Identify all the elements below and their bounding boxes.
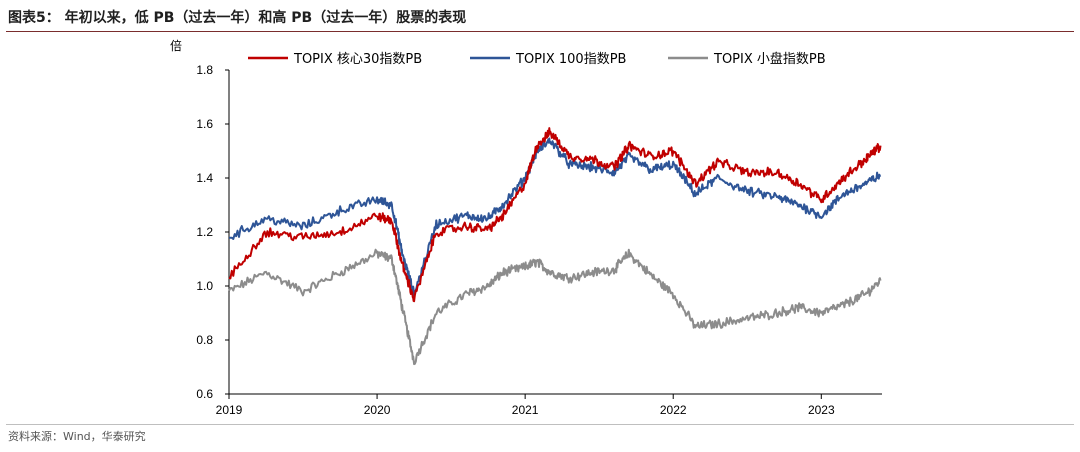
y-tick-label: 1.4 xyxy=(196,171,213,185)
y-tick-label: 1.2 xyxy=(196,225,213,239)
x-tick-label: 2020 xyxy=(364,403,391,417)
y-tick-label: 1.6 xyxy=(196,117,213,131)
source-note: 资料来源：Wind，华泰研究 xyxy=(8,430,146,443)
title-divider xyxy=(6,31,1074,32)
legend: TOPIX 核心30指数PB TOPIX 100指数PB TOPIX 小盘指数PB xyxy=(248,51,826,67)
series-layer xyxy=(228,127,882,366)
axes-layer: 倍 0.6 0.8 1.0 1.2 1.4 1.6 1.8 2019 2020 2021 2022 20… xyxy=(170,38,882,417)
series-line-2 xyxy=(228,248,882,366)
y-tick-label: 0.6 xyxy=(196,387,213,401)
y-axis-unit-label: 倍 xyxy=(170,38,182,53)
x-tick-label: 2023 xyxy=(808,403,835,417)
y-tick-label: 1.8 xyxy=(196,63,213,77)
series-line-1 xyxy=(229,137,882,297)
legend-label-0: TOPIX 核心30指数PB xyxy=(293,52,422,67)
legend-label-2: TOPIX 小盘指数PB xyxy=(713,51,826,67)
x-tick-label: 2021 xyxy=(512,403,539,417)
legend-label-1: TOPIX 100指数PB xyxy=(515,52,626,67)
x-tick-label: 2019 xyxy=(216,403,243,417)
y-tick-label: 1.0 xyxy=(196,279,213,293)
series-line-0 xyxy=(228,127,882,303)
figure-title: 图表5： 年初以来，低 PB（过去一年）和高 PB（过去一年）股票的表现 xyxy=(8,10,467,26)
x-tick-label: 2022 xyxy=(660,403,687,417)
source-divider xyxy=(6,424,1074,425)
y-tick-label: 0.8 xyxy=(196,333,213,347)
